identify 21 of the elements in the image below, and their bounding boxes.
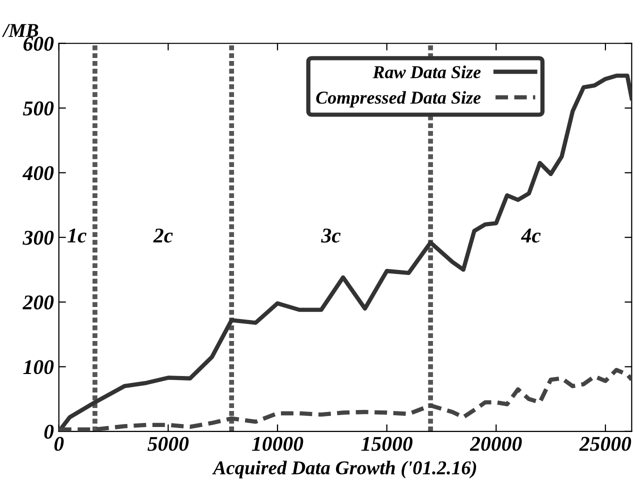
y-axis-title: /MB [2,24,38,38]
legend-label: Raw Data Size [372,66,481,78]
annotation: 3c [321,228,341,243]
y-tick-label: 400 [22,166,54,180]
x-tick-label: 0 [54,436,64,451]
x-tick-label: 25000 [579,436,632,451]
y-tick-label: 300 [22,230,54,245]
legend-label: Compressed Data Size [316,91,481,108]
y-tick-label: 500 [23,101,54,116]
x-tick-label: 5000 [148,436,189,451]
annotation: 1c [68,228,86,243]
x-axis-title: Acquired Data Growth ('01.2.16) [212,460,476,478]
x-tick-label: 10000 [252,436,304,451]
y-tick-label: 200 [22,295,54,310]
annotation: 4c [520,228,541,243]
y-tick-label: 600 [23,36,54,51]
annotation: 2c [153,228,173,243]
x-tick-label: 15000 [361,436,412,451]
y-tick-label: 100 [23,360,54,374]
x-tick-label: 20000 [470,436,522,451]
y-tick-label: 0 [44,424,54,439]
